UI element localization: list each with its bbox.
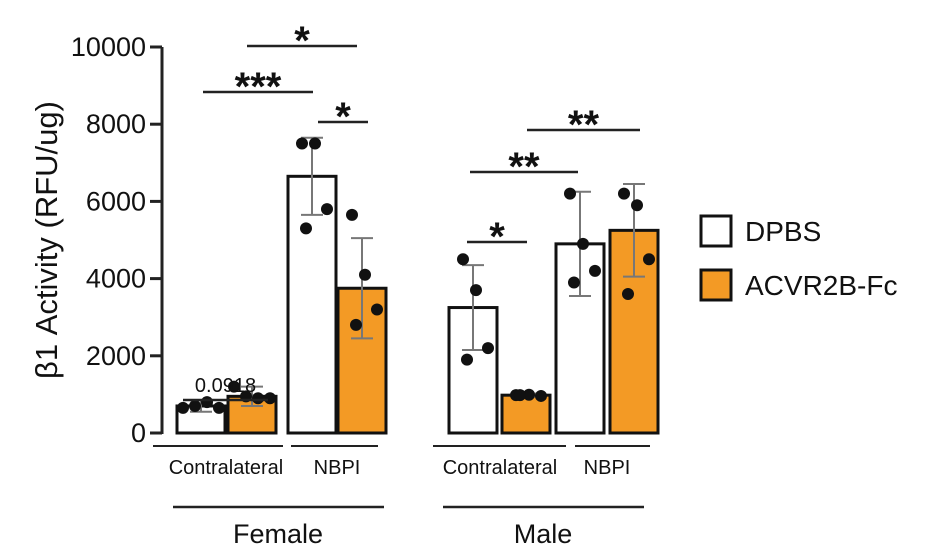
data-point bbox=[564, 187, 576, 200]
significance-bracket: * bbox=[247, 19, 357, 63]
significance-bracket: ** bbox=[527, 103, 640, 147]
data-point bbox=[643, 253, 655, 266]
data-point bbox=[300, 222, 312, 235]
legend-swatch bbox=[699, 214, 733, 248]
legend: DPBS ACVR2B-Fc bbox=[699, 214, 897, 302]
data-point bbox=[461, 353, 473, 366]
category-label: NBPI bbox=[584, 457, 631, 479]
data-point bbox=[350, 318, 362, 331]
significance-annotations: 0.0918********** bbox=[183, 19, 640, 402]
legend-label: ACVR2B-Fc bbox=[745, 270, 897, 301]
y-axis: 0 2000 4000 6000 8000 10000 bbox=[71, 32, 164, 448]
data-point bbox=[252, 392, 264, 405]
data-point bbox=[457, 253, 469, 266]
significance-bracket: 0.0918 bbox=[183, 375, 268, 402]
error-bar bbox=[462, 264, 484, 352]
significance-label: * bbox=[294, 19, 310, 63]
significance-label: *** bbox=[235, 65, 282, 109]
y-axis-label: β1 Activity (RFU/ug) bbox=[29, 101, 64, 379]
data-point bbox=[514, 389, 526, 402]
bar-ACVR2B-Fc-2 bbox=[500, 393, 552, 435]
data-point bbox=[371, 303, 383, 316]
significance-bracket: ** bbox=[470, 145, 578, 189]
significance-label: * bbox=[489, 215, 505, 259]
data-point bbox=[264, 392, 276, 405]
data-point bbox=[589, 264, 601, 277]
significance-bracket: * bbox=[467, 215, 527, 259]
data-point bbox=[523, 388, 535, 401]
data-point bbox=[189, 399, 201, 412]
data-point bbox=[482, 342, 494, 355]
y-tick-label: 0 bbox=[131, 418, 146, 448]
data-point bbox=[470, 284, 482, 297]
data-point bbox=[359, 268, 371, 281]
error-bar bbox=[623, 183, 645, 278]
significance-label: 0.0918 bbox=[195, 375, 256, 397]
data-point bbox=[346, 208, 358, 221]
y-tick-label: 2000 bbox=[86, 341, 146, 371]
group-label: Female bbox=[233, 519, 323, 549]
data-point bbox=[228, 380, 240, 393]
y-tick-label: 10000 bbox=[71, 32, 146, 62]
error-bar bbox=[301, 136, 323, 216]
data-point bbox=[296, 137, 308, 150]
group-label: Male bbox=[514, 519, 573, 549]
data-points bbox=[177, 137, 655, 414]
data-point bbox=[321, 203, 333, 216]
data-point bbox=[309, 137, 321, 150]
significance-label: ** bbox=[508, 145, 540, 189]
data-point bbox=[535, 389, 547, 402]
legend-label: DPBS bbox=[745, 216, 821, 247]
legend-swatch bbox=[699, 268, 733, 302]
category-label: Contralateral bbox=[169, 457, 284, 479]
error-bar bbox=[351, 237, 373, 340]
data-point bbox=[213, 401, 225, 414]
significance-label: * bbox=[335, 95, 351, 139]
data-point bbox=[177, 401, 189, 414]
bars bbox=[175, 136, 660, 435]
y-tick-label: 4000 bbox=[86, 264, 146, 294]
data-point bbox=[618, 187, 630, 200]
data-point bbox=[568, 276, 580, 289]
data-point bbox=[631, 199, 643, 212]
category-label: NBPI bbox=[314, 457, 361, 479]
category-label: Contralateral bbox=[443, 457, 558, 479]
data-point bbox=[201, 396, 213, 409]
data-point bbox=[622, 288, 634, 301]
x-axis-labels: Contralateral NBPI Contralateral NBPI Female… bbox=[153, 445, 650, 549]
significance-bracket: * bbox=[318, 95, 368, 139]
y-tick-label: 8000 bbox=[86, 109, 146, 139]
significance-bracket: *** bbox=[203, 65, 313, 109]
data-point bbox=[577, 237, 589, 250]
y-tick-label: 6000 bbox=[86, 186, 146, 216]
significance-label: ** bbox=[568, 103, 600, 147]
